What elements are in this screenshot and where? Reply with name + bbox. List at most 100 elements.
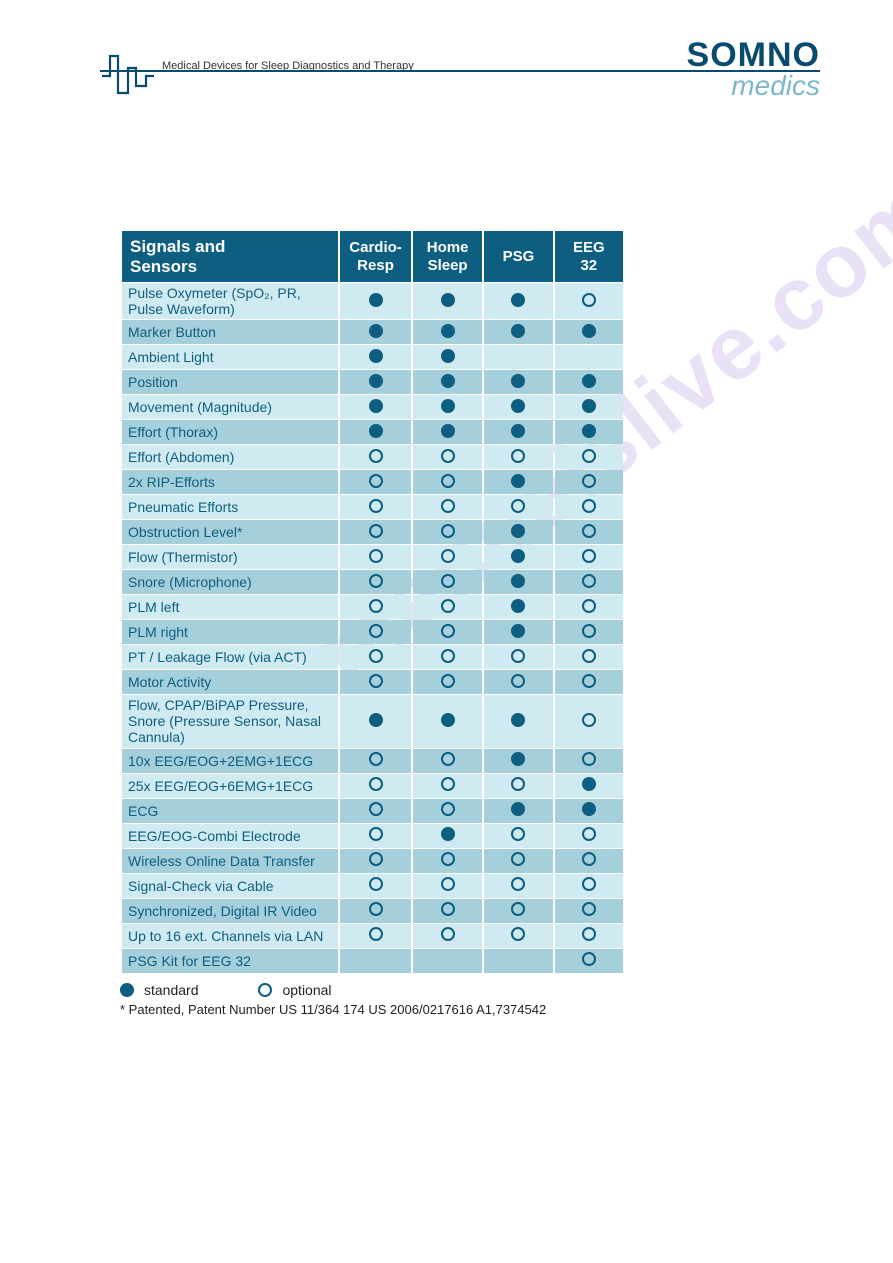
standard-dot-icon <box>511 713 525 727</box>
standard-dot-icon <box>441 399 455 413</box>
optional-dot-icon <box>582 649 596 663</box>
row-cell <box>484 470 552 494</box>
row-cell <box>413 645 482 669</box>
row-cell <box>555 495 623 519</box>
row-cell <box>484 283 552 319</box>
row-cell <box>484 949 552 973</box>
row-cell <box>484 370 552 394</box>
row-cell <box>555 345 623 369</box>
row-cell <box>340 949 411 973</box>
optional-dot-icon <box>441 549 455 563</box>
optional-dot-icon <box>582 449 596 463</box>
row-cell <box>484 774 552 798</box>
row-label: Flow (Thermistor) <box>122 545 338 569</box>
optional-dot-icon <box>441 852 455 866</box>
row-cell <box>413 899 482 923</box>
footnote-text: * Patented, Patent Number US 11/364 174 … <box>120 1002 820 1017</box>
table-row: Position <box>122 370 623 394</box>
row-cell <box>340 395 411 419</box>
row-cell <box>484 749 552 773</box>
table-row: Synchronized, Digital IR Video <box>122 899 623 923</box>
row-cell <box>413 395 482 419</box>
standard-dot-icon <box>582 802 596 816</box>
optional-dot-icon <box>441 649 455 663</box>
row-label: 25x EEG/EOG+6EMG+1ECG <box>122 774 338 798</box>
optional-dot-icon <box>582 574 596 588</box>
row-label: Marker Button <box>122 320 338 344</box>
row-cell <box>484 824 552 848</box>
row-cell <box>555 420 623 444</box>
row-cell <box>413 924 482 948</box>
standard-dot-icon <box>511 324 525 338</box>
row-cell <box>555 824 623 848</box>
row-label: Obstruction Level* <box>122 520 338 544</box>
standard-dot-icon <box>511 399 525 413</box>
legend-optional-label: optional <box>282 982 331 998</box>
optional-dot-icon <box>369 649 383 663</box>
row-cell <box>555 620 623 644</box>
standard-dot-icon <box>582 374 596 388</box>
row-label: Flow, CPAP/BiPAP Pressure, Snore (Pressu… <box>122 695 338 747</box>
row-cell <box>555 924 623 948</box>
brand-bottom-text: medics <box>687 73 820 98</box>
optional-dot-icon <box>369 449 383 463</box>
row-cell <box>484 874 552 898</box>
standard-dot-icon <box>511 374 525 388</box>
row-label: Signal-Check via Cable <box>122 874 338 898</box>
optional-dot-icon <box>369 574 383 588</box>
row-label: 10x EEG/EOG+2EMG+1ECG <box>122 749 338 773</box>
standard-dot-icon <box>441 293 455 307</box>
legend-standard-label: standard <box>144 982 198 998</box>
standard-dot-icon <box>441 324 455 338</box>
optional-dot-icon <box>582 624 596 638</box>
standard-dot-icon <box>441 424 455 438</box>
row-cell <box>484 645 552 669</box>
standard-dot-icon <box>582 399 596 413</box>
optional-dot-icon <box>511 927 525 941</box>
optional-dot-icon <box>511 852 525 866</box>
row-cell <box>340 445 411 469</box>
table-col-header: Cardio-Resp <box>340 231 411 282</box>
standard-dot-icon <box>369 324 383 338</box>
table-row: Effort (Abdomen) <box>122 445 623 469</box>
row-cell <box>413 799 482 823</box>
row-cell <box>555 545 623 569</box>
table-row: Flow, CPAP/BiPAP Pressure, Snore (Pressu… <box>122 695 623 747</box>
optional-dot-icon <box>511 877 525 891</box>
row-cell <box>340 749 411 773</box>
pulse-logo-icon <box>100 48 155 103</box>
optional-dot-icon <box>441 674 455 688</box>
optional-dot-icon <box>441 752 455 766</box>
standard-dot-icon <box>511 624 525 638</box>
optional-dot-icon <box>369 549 383 563</box>
row-cell <box>413 824 482 848</box>
optional-dot-icon <box>441 524 455 538</box>
optional-dot-icon <box>582 952 596 966</box>
row-cell <box>413 520 482 544</box>
optional-dot-icon <box>582 927 596 941</box>
optional-dot-icon <box>511 499 525 513</box>
optional-dot-icon <box>369 877 383 891</box>
optional-dot-icon <box>582 713 596 727</box>
optional-dot-icon <box>441 877 455 891</box>
table-col-header: PSG <box>484 231 552 282</box>
table-col-header: HomeSleep <box>413 231 482 282</box>
row-cell <box>413 874 482 898</box>
row-cell <box>413 949 482 973</box>
brand-logo: SOMNO medics <box>687 40 820 98</box>
optional-dot-icon <box>441 802 455 816</box>
optional-dot-icon <box>369 752 383 766</box>
optional-dot-icon <box>582 902 596 916</box>
row-cell <box>484 395 552 419</box>
row-label: Effort (Thorax) <box>122 420 338 444</box>
row-cell <box>555 283 623 319</box>
optional-dot-icon <box>582 599 596 613</box>
optional-dot-icon <box>511 674 525 688</box>
table-row: PLM right <box>122 620 623 644</box>
row-cell <box>413 595 482 619</box>
standard-dot-icon <box>441 827 455 841</box>
row-cell <box>340 320 411 344</box>
table-row: PLM left <box>122 595 623 619</box>
row-label: ECG <box>122 799 338 823</box>
table-row: Ambient Light <box>122 345 623 369</box>
